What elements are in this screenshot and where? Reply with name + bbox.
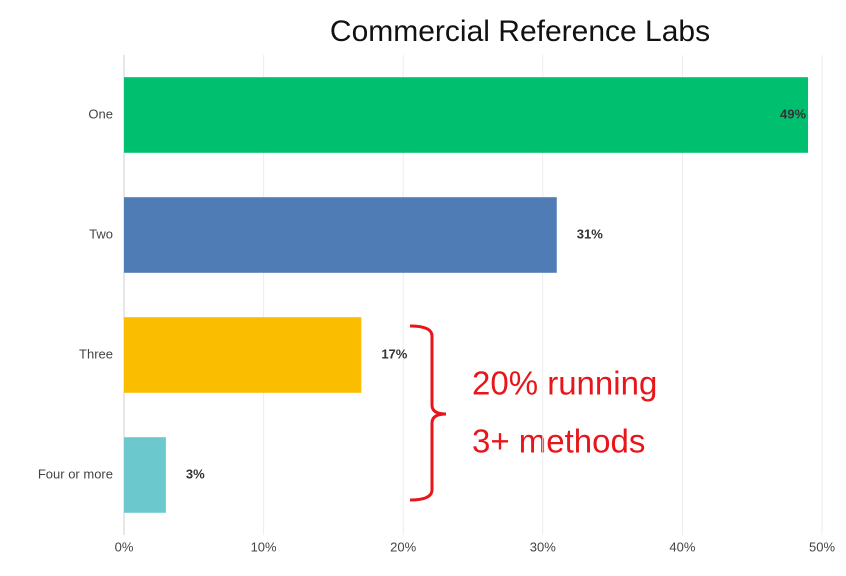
- value-label: 17%: [381, 346, 407, 361]
- x-tick-label: 40%: [669, 539, 695, 554]
- x-tick-label: 30%: [530, 539, 556, 554]
- y-tick-label: One: [88, 106, 113, 121]
- y-tick-label: Four or more: [38, 466, 113, 481]
- x-tick-label: 20%: [390, 539, 416, 554]
- bracket: [409, 324, 447, 502]
- bar: [124, 437, 166, 513]
- y-tick-label: Two: [89, 226, 113, 241]
- x-tick-label: 50%: [809, 539, 835, 554]
- annotation: 20% running: [472, 365, 657, 402]
- value-label: 3%: [186, 466, 205, 481]
- bar: [124, 197, 557, 273]
- chart-title: Commercial Reference Labs: [330, 15, 710, 48]
- annotation: 3+ methods: [472, 423, 645, 460]
- x-tick-label: 10%: [251, 539, 277, 554]
- value-label: 31%: [577, 226, 603, 241]
- y-tick-label: Three: [79, 346, 113, 361]
- bar: [124, 77, 809, 153]
- x-tick-label: 0%: [115, 539, 134, 554]
- bar: [124, 317, 362, 393]
- value-label: 49%: [780, 106, 806, 121]
